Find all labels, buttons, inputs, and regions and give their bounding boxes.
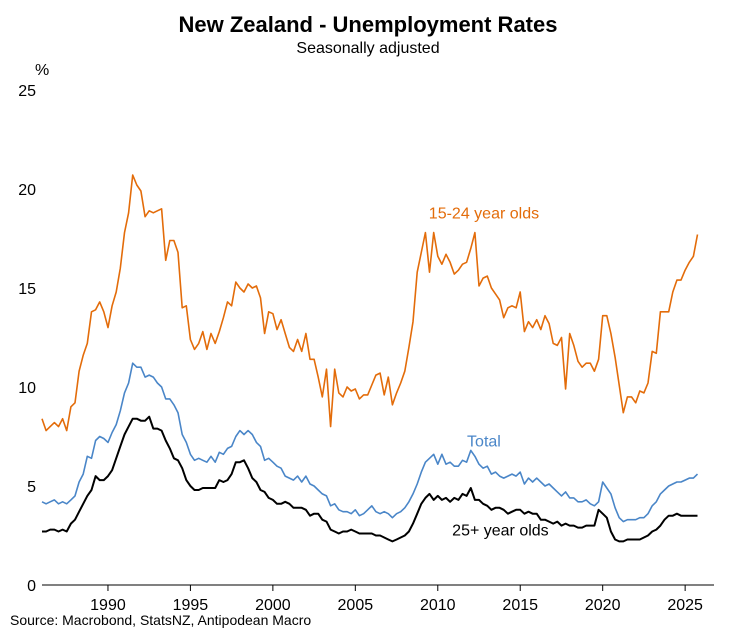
x-tick-label: 2000 bbox=[255, 597, 291, 614]
x-tick-label: 2005 bbox=[338, 597, 374, 614]
y-tick-label: 0 bbox=[27, 578, 36, 595]
series-labels: 15-24 year olds Total 25+ year olds bbox=[429, 206, 549, 540]
series-line-15-24-year-olds bbox=[41, 174, 699, 432]
series-label-25-year-olds: 25+ year olds bbox=[452, 523, 549, 540]
y-axis-ticks: 0 5 10 15 20 25 bbox=[18, 83, 36, 595]
x-tick-label: 2015 bbox=[502, 597, 538, 614]
y-tick-label: 10 bbox=[18, 380, 36, 397]
y-tick-label: 25 bbox=[18, 83, 36, 100]
series-label-total: Total bbox=[467, 433, 501, 450]
x-tick-label: 1990 bbox=[90, 597, 126, 614]
y-tick-label: 15 bbox=[18, 281, 36, 298]
series-line-total bbox=[41, 362, 699, 523]
source-note: Source: Macrobond, StatsNZ, Antipodean M… bbox=[10, 612, 312, 628]
x-tick-label: 1995 bbox=[173, 597, 209, 614]
series-label-15-24-year-olds: 15-24 year olds bbox=[429, 206, 539, 223]
series-line-25-year-olds bbox=[42, 415, 698, 543]
y-axis-unit-label: % bbox=[35, 62, 49, 79]
x-tick-label: 2020 bbox=[585, 597, 621, 614]
y-tick-label: 20 bbox=[18, 182, 36, 199]
series-lines bbox=[41, 174, 699, 543]
y-tick-label: 5 bbox=[27, 479, 36, 496]
x-tick-label: 2025 bbox=[667, 597, 703, 614]
chart-title: New Zealand - Unemployment Rates bbox=[178, 12, 558, 37]
x-axis-ticks: 1990 1995 2000 2005 2010 2015 2020 2025 bbox=[90, 585, 703, 614]
x-tick-label: 2010 bbox=[420, 597, 456, 614]
chart-subtitle: Seasonally adjusted bbox=[296, 40, 440, 57]
